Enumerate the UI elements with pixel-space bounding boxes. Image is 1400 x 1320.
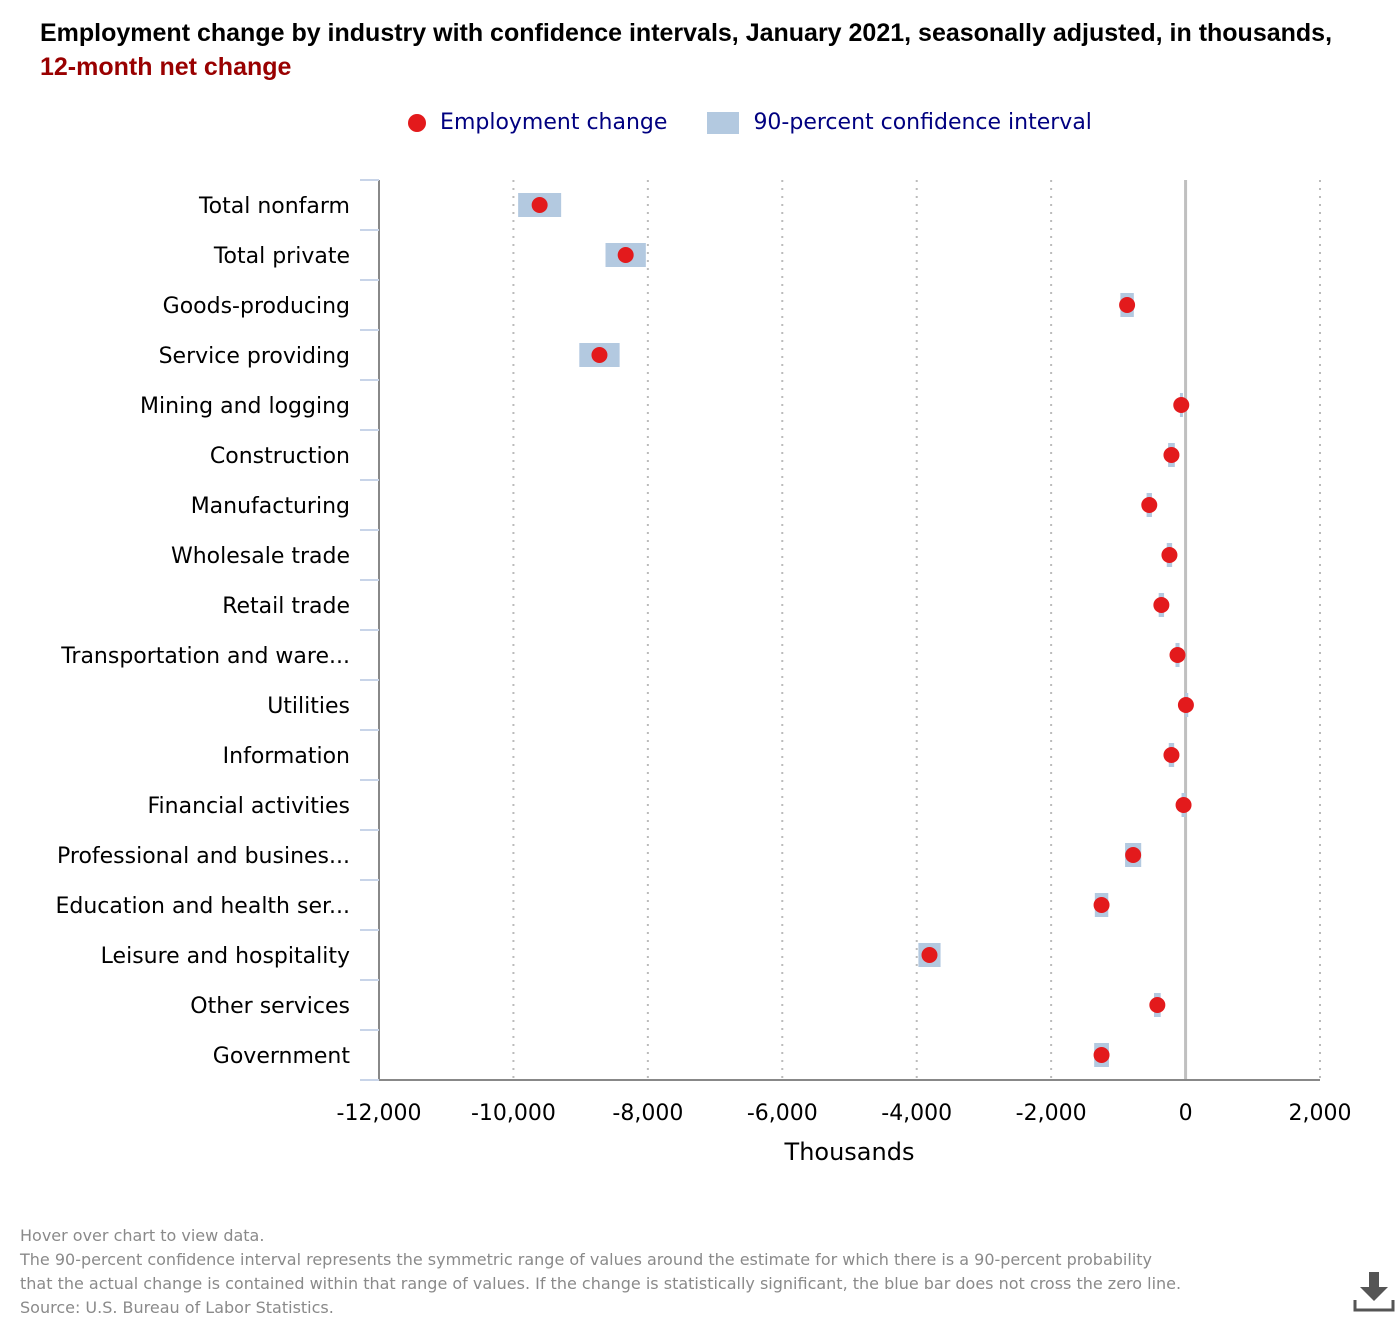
category-label: Education and health ser... bbox=[55, 894, 350, 919]
x-tick-label: -8,000 bbox=[612, 1101, 683, 1126]
data-point-14[interactable] bbox=[1093, 897, 1110, 913]
legend-label: 90-percent confidence interval bbox=[753, 110, 1092, 135]
category-label: Leisure and hospitality bbox=[101, 944, 350, 969]
category-label: Transportation and ware... bbox=[60, 644, 350, 669]
data-point-15[interactable] bbox=[921, 947, 938, 963]
category-label: Goods-producing bbox=[163, 294, 350, 319]
x-tick-label: 2,000 bbox=[1289, 1101, 1352, 1126]
category-label: Financial activities bbox=[147, 794, 350, 819]
category-label: Total nonfarm bbox=[198, 194, 350, 219]
data-point-7[interactable] bbox=[1161, 547, 1178, 563]
category-label: Wholesale trade bbox=[171, 544, 350, 569]
data-point-3[interactable] bbox=[591, 347, 608, 363]
data-point-11[interactable] bbox=[1163, 747, 1180, 763]
data-point-0[interactable] bbox=[531, 197, 548, 213]
data-point-17[interactable] bbox=[1093, 1047, 1110, 1063]
data-point-5[interactable] bbox=[1163, 447, 1180, 463]
data-point-6[interactable] bbox=[1141, 497, 1158, 513]
data-point-10[interactable] bbox=[1177, 697, 1194, 713]
data-point-2[interactable] bbox=[1119, 297, 1136, 313]
note-hover: Hover over chart to view data. bbox=[20, 1226, 265, 1245]
category-label: Utilities bbox=[267, 694, 350, 719]
data-point-9[interactable] bbox=[1169, 647, 1186, 663]
legend-item-confidence-interval[interactable]: 90-percent confidence interval bbox=[707, 110, 1092, 135]
data-point-1[interactable] bbox=[617, 247, 634, 263]
category-label: Retail trade bbox=[222, 594, 350, 619]
category-label: Mining and logging bbox=[140, 394, 350, 419]
data-point-16[interactable] bbox=[1149, 997, 1166, 1013]
note-ci-1: The 90-percent confidence interval repre… bbox=[20, 1250, 1152, 1269]
x-axis-title: Thousands bbox=[784, 1138, 915, 1166]
category-label: Professional and busines... bbox=[57, 844, 350, 869]
chart-notes: Hover over chart to view data. The 90-pe… bbox=[20, 1224, 1181, 1320]
category-label: Manufacturing bbox=[191, 494, 350, 519]
category-label: Total private bbox=[213, 244, 350, 269]
x-tick-label: 0 bbox=[1179, 1101, 1193, 1126]
data-point-13[interactable] bbox=[1125, 847, 1142, 863]
x-tick-label: -10,000 bbox=[471, 1101, 556, 1126]
x-tick-label: -6,000 bbox=[747, 1101, 818, 1126]
note-ci-2: that the actual change is contained with… bbox=[20, 1274, 1182, 1293]
category-label: Other services bbox=[190, 994, 350, 1019]
legend-label: Employment change bbox=[440, 110, 668, 135]
x-tick-label: -12,000 bbox=[337, 1101, 422, 1126]
category-label: Construction bbox=[210, 444, 350, 469]
blue-box-icon bbox=[707, 111, 740, 134]
note-source: Source: U.S. Bureau of Labor Statistics. bbox=[20, 1298, 334, 1317]
legend: Employment change 90-percent confidence … bbox=[0, 110, 1400, 135]
x-tick-label: -4,000 bbox=[881, 1101, 952, 1126]
data-point-12[interactable] bbox=[1175, 797, 1192, 813]
category-label: Information bbox=[223, 744, 350, 769]
category-label: Government bbox=[213, 1044, 351, 1069]
chart-title: Employment change by industry with confi… bbox=[40, 16, 1360, 84]
legend-item-employment-change[interactable]: Employment change bbox=[408, 110, 667, 135]
download-icon[interactable] bbox=[1352, 1270, 1396, 1314]
x-tick-label: -2,000 bbox=[1016, 1101, 1087, 1126]
red-dot-icon bbox=[408, 113, 427, 132]
title-main: Employment change by industry with confi… bbox=[40, 19, 1333, 47]
chart-area[interactable]: -12,000 -10,000 -8,000 -6,000 -4,000 -2,000 0 2… bbox=[0, 0, 1400, 1200]
category-label: Service providing bbox=[159, 344, 350, 369]
title-highlight: 12-month net change bbox=[40, 53, 292, 81]
data-point-8[interactable] bbox=[1153, 597, 1170, 613]
data-point-4[interactable] bbox=[1173, 397, 1190, 413]
